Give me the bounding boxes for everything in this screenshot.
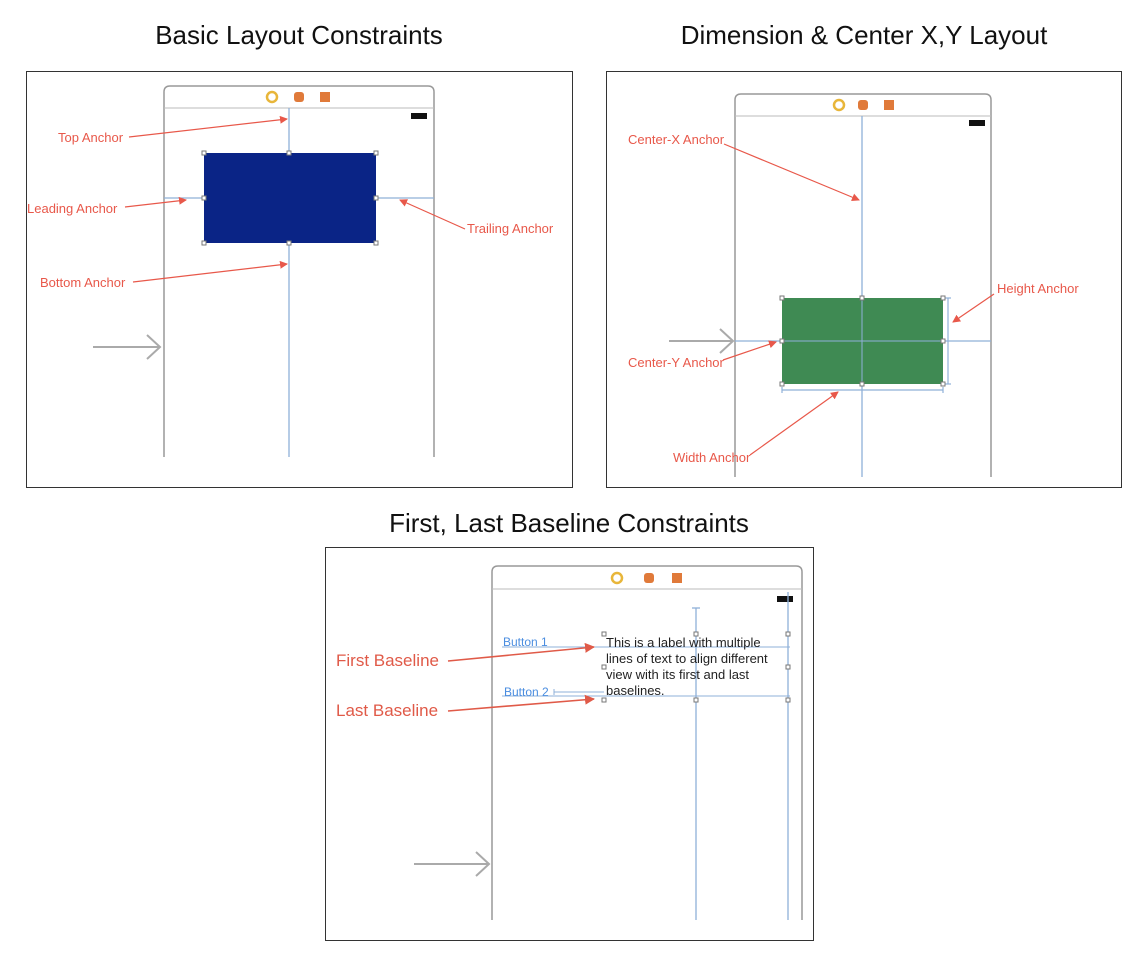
exit-icon bbox=[672, 573, 682, 583]
label-bottom-anchor: Bottom Anchor bbox=[40, 275, 126, 290]
first-responder-icon bbox=[294, 92, 304, 102]
toolbar-icons bbox=[610, 571, 682, 585]
height-bracket bbox=[945, 297, 951, 385]
exit-icon bbox=[320, 92, 330, 102]
title-dimension-center: Dimension & Center X,Y Layout bbox=[680, 20, 1048, 50]
entry-point-arrow bbox=[93, 334, 162, 360]
label-center-x-anchor: Center-X Anchor bbox=[628, 132, 725, 147]
device-frame bbox=[491, 565, 803, 920]
panel-baseline: Button 1 Button 2 This is a label with m… bbox=[325, 547, 814, 941]
label-height-anchor: Height Anchor bbox=[997, 281, 1079, 296]
panel-dimension-center: Center-X Anchor Height Anchor Center-Y A… bbox=[606, 71, 1122, 488]
label-first-baseline: First Baseline bbox=[336, 651, 439, 670]
button-1[interactable]: Button 1 bbox=[503, 635, 548, 649]
battery-icon bbox=[969, 120, 985, 126]
svg-text:view with its first and last: view with its first and last bbox=[606, 667, 749, 682]
device-frame bbox=[734, 93, 992, 477]
title-basic-layout: Basic Layout Constraints bbox=[155, 20, 443, 50]
view-controller-icon bbox=[832, 98, 846, 112]
view-controller-icon bbox=[265, 90, 279, 104]
battery-icon bbox=[777, 596, 793, 602]
blue-view bbox=[204, 153, 376, 243]
svg-text:lines of text to align differe: lines of text to align different bbox=[606, 651, 768, 666]
multiline-label: This is a label with multiple lines of t… bbox=[606, 635, 768, 698]
label-center-y-anchor: Center-Y Anchor bbox=[628, 355, 725, 370]
selection-handles bbox=[779, 295, 946, 387]
first-responder-icon bbox=[644, 573, 654, 583]
svg-text:baselines.: baselines. bbox=[606, 683, 665, 698]
title-baseline: First, Last Baseline Constraints bbox=[389, 508, 749, 538]
panel-basic-layout: Top Anchor Leading Anchor Trailing Ancho… bbox=[26, 71, 573, 488]
button-2[interactable]: Button 2 bbox=[504, 685, 549, 699]
toolbar-icons bbox=[832, 98, 894, 112]
selection-handles bbox=[201, 150, 379, 246]
entry-point-arrow bbox=[669, 328, 735, 354]
label-top-anchor: Top Anchor bbox=[58, 130, 124, 145]
svg-text:This is a label with multiple: This is a label with multiple bbox=[606, 635, 761, 650]
label-leading-anchor: Leading Anchor bbox=[27, 201, 118, 216]
label-last-baseline: Last Baseline bbox=[336, 701, 438, 720]
battery-icon bbox=[411, 113, 427, 119]
selection-handles bbox=[601, 631, 791, 703]
label-trailing-anchor: Trailing Anchor bbox=[467, 221, 554, 236]
first-responder-icon bbox=[858, 100, 868, 110]
label-width-anchor: Width Anchor bbox=[673, 450, 751, 465]
entry-point-arrow bbox=[414, 851, 491, 877]
exit-icon bbox=[884, 100, 894, 110]
toolbar-icons bbox=[265, 90, 330, 104]
device-frame bbox=[163, 85, 435, 457]
view-controller-icon bbox=[610, 571, 624, 585]
width-bracket bbox=[781, 387, 944, 393]
